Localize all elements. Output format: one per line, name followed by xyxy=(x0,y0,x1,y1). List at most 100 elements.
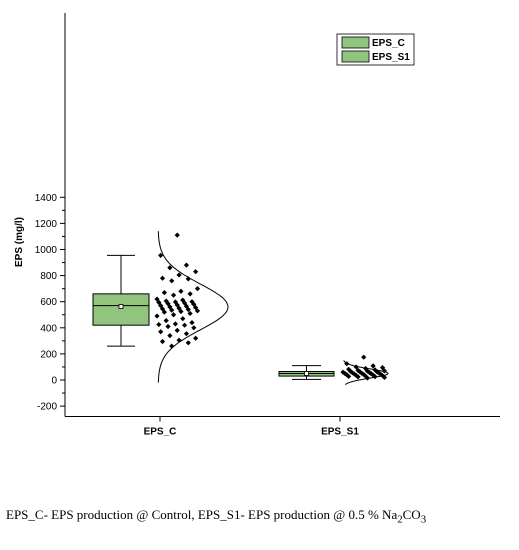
data-point xyxy=(156,299,162,305)
y-tick-label: -200 xyxy=(37,402,57,413)
data-point xyxy=(194,286,201,292)
caption-subscript-1: 2 xyxy=(397,513,403,526)
data-point xyxy=(156,321,162,328)
x-ticks: EPS_C EPS_S1 xyxy=(144,416,359,438)
data-point xyxy=(178,308,184,315)
y-ticks: -200 0 200 400 600 800 1000 1200 1400 xyxy=(35,193,65,413)
data-point xyxy=(194,308,201,314)
data-point xyxy=(346,373,352,379)
data-point xyxy=(170,312,177,318)
distribution-curve xyxy=(157,231,229,383)
data-point xyxy=(362,373,369,379)
y-tick-label: 800 xyxy=(40,271,57,282)
caption-subscript-2: 3 xyxy=(420,513,427,526)
data-point xyxy=(372,374,378,380)
y-axis: -200 0 200 400 600 800 1000 1200 1400 EPS (mg/l) xyxy=(14,13,66,417)
data-point xyxy=(364,368,371,374)
data-point xyxy=(368,371,374,377)
data-point xyxy=(182,322,188,328)
data-point xyxy=(169,307,175,313)
data-point xyxy=(176,337,182,343)
data-point xyxy=(158,329,164,335)
x-axis: EPS_C EPS_S1 xyxy=(65,416,500,438)
data-point xyxy=(178,288,184,294)
data-point xyxy=(165,301,171,307)
data-point xyxy=(185,276,191,282)
eps-box-chart: -200 0 200 400 600 800 1000 1200 1400 EPS (mg/l)… xyxy=(14,13,500,438)
data-point xyxy=(191,325,197,331)
data-point xyxy=(176,272,182,278)
data-point xyxy=(364,375,371,381)
y-tick-label: 600 xyxy=(40,297,57,308)
data-point xyxy=(165,323,171,330)
data-point xyxy=(163,298,169,304)
box xyxy=(92,293,150,326)
data-point xyxy=(161,309,167,315)
data-point xyxy=(172,321,178,327)
data-point xyxy=(355,367,361,373)
y-axis-title: EPS (mg/l) xyxy=(14,217,25,267)
data-point xyxy=(159,338,166,345)
mean-marker xyxy=(304,371,309,376)
x-tick-label: EPS_C xyxy=(144,427,177,438)
data-point xyxy=(353,364,359,370)
data-point xyxy=(169,343,175,349)
data-point xyxy=(174,232,180,238)
data-point xyxy=(170,292,177,298)
figure-caption: EPS_C- EPS production @ Control, EPS_S1-… xyxy=(6,505,512,530)
data-point xyxy=(158,303,164,309)
y-tick-label: 1400 xyxy=(35,193,58,204)
data-point xyxy=(185,340,191,346)
y-tick-label: 200 xyxy=(40,349,57,360)
data-point xyxy=(154,313,160,319)
data-point xyxy=(381,374,387,380)
data-point xyxy=(187,310,193,317)
mean-marker xyxy=(118,304,124,309)
data-point xyxy=(349,370,356,376)
data-point xyxy=(180,316,186,322)
data-point xyxy=(183,331,190,337)
x-tick-label: EPS_S1 xyxy=(321,427,359,438)
y-tick-label: 400 xyxy=(40,323,57,334)
legend-label-eps-s1: EPS_S1 xyxy=(372,52,410,63)
data-point xyxy=(161,289,167,296)
data-point xyxy=(187,291,193,297)
y-tick-label: 1200 xyxy=(35,219,58,230)
series-eps-c xyxy=(92,231,229,383)
data-point xyxy=(344,372,350,378)
data-point xyxy=(174,327,180,334)
y-tick-label: 0 xyxy=(51,376,57,387)
data-point xyxy=(193,269,199,275)
caption-text-2: CO xyxy=(402,507,421,522)
data-point xyxy=(183,262,190,268)
data-point xyxy=(176,305,182,311)
data-point xyxy=(370,372,376,378)
data-point xyxy=(342,370,348,377)
data-point xyxy=(174,302,180,308)
legend-swatch-eps-s1 xyxy=(341,50,370,63)
data-point xyxy=(183,303,190,309)
caption-text: EPS_C- EPS production @ Control, EPS_S1-… xyxy=(6,507,398,522)
data-point xyxy=(167,333,173,339)
data-point xyxy=(185,306,191,313)
data-point xyxy=(180,297,186,303)
data-point xyxy=(193,335,199,341)
data-point xyxy=(381,368,387,374)
legend-swatch-eps-c xyxy=(341,36,370,49)
data-point xyxy=(158,252,164,258)
data-point xyxy=(154,296,160,302)
data-point xyxy=(370,363,376,369)
data-point xyxy=(347,368,354,374)
y-tick-label: 1000 xyxy=(35,245,58,256)
legend-label-eps-c: EPS_C xyxy=(372,38,405,49)
data-point xyxy=(163,318,169,324)
data-point xyxy=(167,265,173,271)
distribution-curve xyxy=(343,360,389,385)
data-point xyxy=(159,275,166,281)
series-eps-s1 xyxy=(278,354,389,385)
data-point xyxy=(344,361,350,367)
legend: EPS_C EPS_S1 xyxy=(336,33,415,66)
plot-groups xyxy=(92,231,389,385)
data-point xyxy=(361,354,367,360)
data-point xyxy=(169,278,175,284)
